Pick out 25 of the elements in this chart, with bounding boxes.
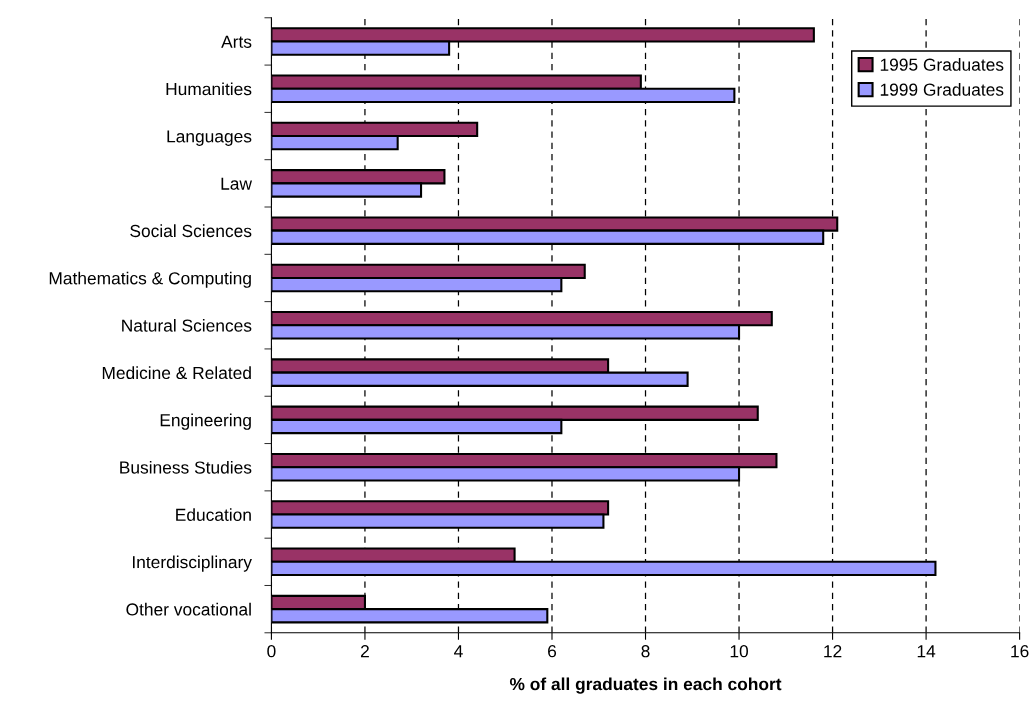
x-tick-label: 8 [641, 645, 650, 658]
x-tick-label: 4 [454, 645, 463, 658]
y-tick-label: Other vocational [126, 602, 251, 616]
x-tick-label: 16 [1011, 645, 1029, 658]
legend-label: 1995 Graduates [880, 58, 1004, 71]
y-tick-label: Medicine & Related [102, 366, 251, 380]
y-tick-label: Mathematics & Computing [49, 271, 251, 288]
y-tick-label: Engineering [160, 413, 251, 430]
x-tick-label: 2 [360, 645, 369, 658]
x-tick-label: 0 [267, 645, 276, 658]
y-tick-label: Natural Sciences [122, 318, 252, 332]
y-tick-label: Interdisciplinary [132, 555, 252, 572]
y-tick-label: Social Sciences [130, 224, 252, 238]
y-tick-label: Languages [167, 130, 252, 146]
y-tick-label: Humanities [166, 82, 252, 96]
x-axis-title: % of all graduates in each cohort [509, 677, 782, 694]
y-tick-label: Education [176, 508, 251, 521]
x-tick-label: 14 [917, 645, 936, 658]
y-tick-label: Business Studies [120, 460, 252, 474]
x-tick-label: 12 [824, 645, 842, 658]
x-tick-label: 10 [730, 645, 749, 658]
x-tick-label: 6 [548, 645, 557, 658]
y-tick-label: Arts [221, 35, 252, 48]
legend-label: 1999 Graduates [880, 83, 1004, 96]
y-tick-label: Law [221, 177, 253, 190]
